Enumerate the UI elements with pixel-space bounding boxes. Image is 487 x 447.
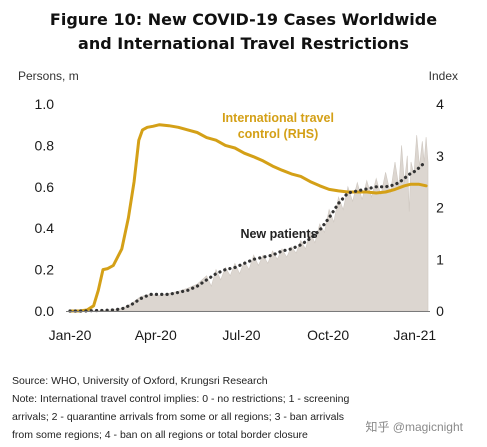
source-line: Source: WHO, University of Oxford, Krung… bbox=[12, 375, 268, 387]
right-tick-label-0: 0 bbox=[436, 303, 444, 319]
notes-block: Source: WHO, University of Oxford, Krung… bbox=[12, 372, 482, 444]
note-line-3: from some regions; 4 - ban on all region… bbox=[12, 429, 308, 441]
chart-canvas: 0.0 0.2 0.4 0.6 0.8 1.0 0 1 2 3 4 Jan-20 Apr-20 Jul-2… bbox=[18, 69, 458, 343]
note-line-1: Note: International travel control impli… bbox=[12, 393, 350, 405]
left-tick-label-4: 0.8 bbox=[35, 137, 55, 153]
left-tick-label-0: 0.0 bbox=[35, 303, 55, 319]
annotation-patients-line-0: New patients bbox=[240, 227, 317, 241]
x-tick-label-1: Apr-20 bbox=[135, 327, 177, 343]
travel-control-line bbox=[68, 123, 428, 313]
annotation-travel-line-0: International travel bbox=[222, 111, 334, 125]
left-tick-label-1: 0.2 bbox=[35, 262, 55, 278]
right-tick-label-4: 4 bbox=[436, 96, 444, 112]
watermark: 知乎 @magicnight bbox=[365, 420, 463, 434]
annotations: International travel control (RHS) New pat… bbox=[222, 111, 334, 241]
left-tick-label-2: 0.4 bbox=[35, 220, 55, 236]
annotation-travel-line-1: control (RHS) bbox=[238, 127, 319, 141]
x-tick-label-2: Jul-20 bbox=[222, 327, 260, 343]
series-area-daily-cases bbox=[70, 135, 429, 312]
series-line-travel-control bbox=[68, 123, 428, 313]
right-tick-label-2: 2 bbox=[436, 200, 444, 216]
left-axis-unit: Persons, m bbox=[18, 69, 79, 83]
x-tick-label-3: Oct-20 bbox=[307, 327, 349, 343]
title-line-2: and International Travel Restrictions bbox=[78, 34, 409, 53]
right-tick-label-1: 1 bbox=[436, 251, 444, 267]
new-patients-dotted-line bbox=[68, 160, 428, 313]
daily-cases-area bbox=[70, 135, 429, 312]
title-line-1: Figure 10: New COVID-19 Cases Worldwide bbox=[49, 10, 438, 29]
chart-title: Figure 10: New COVID-19 Cases Worldwide … bbox=[0, 8, 487, 56]
left-tick-label-5: 1.0 bbox=[35, 96, 55, 112]
x-tick-label-4: Jan-21 bbox=[393, 327, 436, 343]
axes: 0.0 0.2 0.4 0.6 0.8 1.0 0 1 2 3 4 Jan-20 Apr-20 Jul-2… bbox=[18, 69, 458, 343]
right-tick-label-3: 3 bbox=[436, 148, 444, 164]
x-tick-label-0: Jan-20 bbox=[49, 327, 92, 343]
series-line-new-patients bbox=[68, 160, 428, 313]
left-tick-label-3: 0.6 bbox=[35, 179, 55, 195]
note-line-2: arrivals; 2 - quarantine arrivals from s… bbox=[12, 411, 345, 423]
right-axis-unit: Index bbox=[429, 69, 458, 83]
